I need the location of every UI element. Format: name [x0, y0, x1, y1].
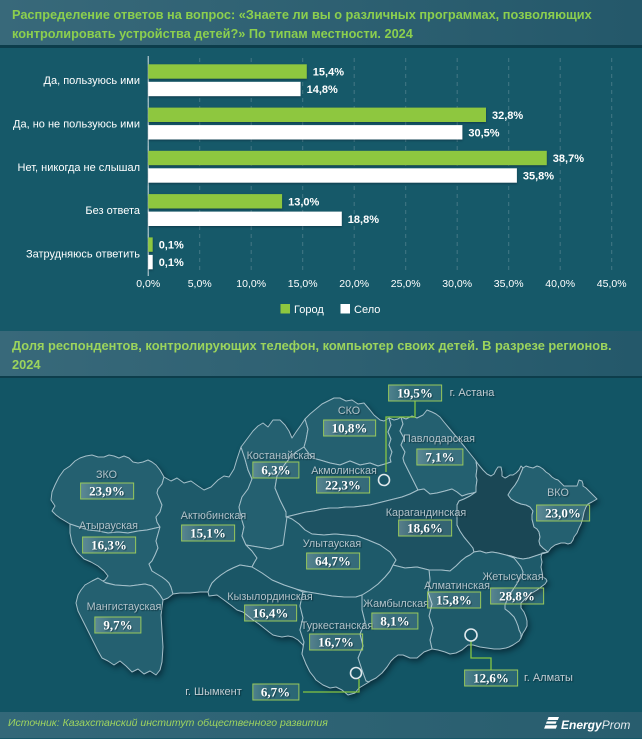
svg-text:30,0%: 30,0%	[442, 278, 472, 290]
svg-text:Затрудняюсь ответить: Затрудняюсь ответить	[26, 248, 140, 260]
svg-text:14,8%: 14,8%	[307, 84, 338, 96]
svg-text:Да, пользуюсь ими: Да, пользуюсь ими	[44, 75, 140, 87]
svg-text:Да, но не пользуюсь ими: Да, но не пользуюсь ими	[13, 119, 140, 131]
svg-text:EnergyProm: EnergyProm	[561, 718, 630, 732]
svg-text:5,0%: 5,0%	[188, 278, 212, 290]
svg-text:30,5%: 30,5%	[468, 127, 499, 139]
svg-text:32,8%: 32,8%	[492, 110, 523, 122]
svg-text:35,0%: 35,0%	[494, 278, 524, 290]
svg-text:38,7%: 38,7%	[553, 153, 584, 165]
svg-text:Село: Село	[354, 304, 380, 316]
svg-text:0,1%: 0,1%	[159, 257, 184, 269]
svg-text:0,1%: 0,1%	[159, 240, 184, 252]
svg-text:0,0%: 0,0%	[136, 278, 160, 290]
svg-text:25,0%: 25,0%	[391, 278, 421, 290]
svg-text:15,0%: 15,0%	[288, 278, 318, 290]
svg-text:45,0%: 45,0%	[597, 278, 627, 290]
svg-text:35,8%: 35,8%	[523, 171, 554, 183]
svg-text:Город: Город	[294, 304, 324, 316]
svg-text:13,0%: 13,0%	[288, 196, 319, 208]
svg-text:18,8%: 18,8%	[348, 214, 379, 226]
svg-text:40,0%: 40,0%	[545, 278, 575, 290]
svg-text:Нет, никогда не слышал: Нет, никогда не слышал	[18, 162, 140, 174]
svg-text:10,0%: 10,0%	[236, 278, 266, 290]
svg-text:20,0%: 20,0%	[339, 278, 369, 290]
svg-text:Без ответа: Без ответа	[85, 205, 140, 217]
svg-text:15,4%: 15,4%	[313, 67, 344, 79]
